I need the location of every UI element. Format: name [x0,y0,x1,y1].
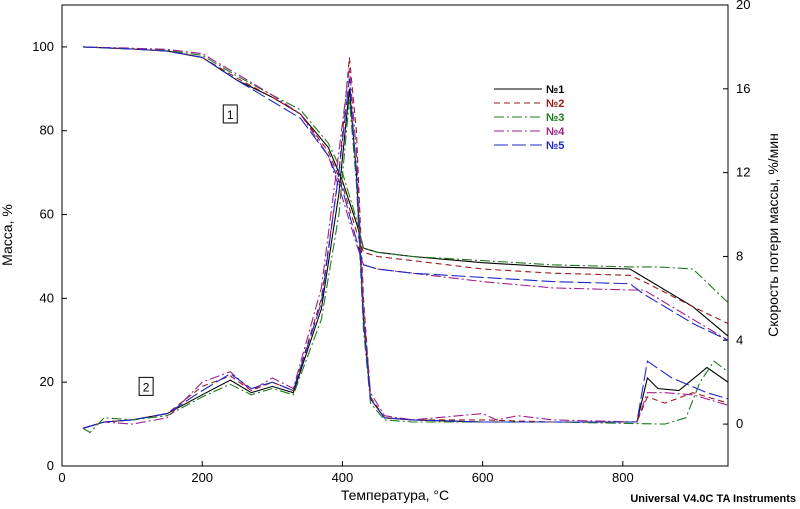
legend-label: №3 [546,112,564,124]
series-3-rate-line [82,99,729,434]
curve-label-text: 1 [227,108,234,122]
x-tick-label: 400 [332,470,354,485]
y-right-tick-label: 20 [736,0,750,12]
y-right-tick-label: 12 [736,165,750,180]
legend-item-3: №3 [494,112,564,124]
curve-label-1: 1 [222,104,238,124]
y-right-tick-label: 0 [736,416,743,431]
curve-label-box [222,104,238,124]
y-right-axis-title: Скорость потери массы, %/мин [765,133,781,337]
series-3-mass-line [82,46,729,303]
y-right-tick-label: 4 [736,332,743,347]
series-5-mass-line [82,46,729,341]
series-5-rate-line [82,78,729,429]
x-tick-label: 200 [191,470,213,485]
y-left-axis-title: Масса, % [0,204,15,266]
y-left-tick-label: 20 [40,374,54,389]
y-left-tick-label: 40 [40,290,54,305]
series-2-rate-line [82,57,729,429]
series-layer [82,46,729,434]
x-axis-title: Температура, °C [341,487,449,503]
y-left-tick-label: 0 [47,458,54,473]
legend-item-5: №5 [494,140,564,152]
curve-label-2: 2 [138,376,154,396]
legend-item-1: №1 [494,84,564,96]
y-left-tick-label: 80 [40,123,54,138]
y-right-tick-label: 8 [736,248,743,263]
x-tick-label: 0 [58,470,65,485]
series-4-rate-line [82,67,729,429]
series-4-mass-line [82,46,729,341]
series-1-mass-line [82,46,729,337]
footer-credit: Universal V4.0C TA Instruments [630,493,796,505]
curve-labels: 12 [138,104,238,396]
legend-label: №1 [546,84,564,96]
curve-label-box [138,376,154,396]
legend-label: №4 [546,126,565,138]
series-1-rate-line [82,88,729,429]
legend: №1 №2 №3 №4 №5 [494,84,565,152]
legend-label: №5 [546,140,564,152]
y-left-tick-label: 100 [32,39,54,54]
x-tick-label: 800 [612,470,634,485]
y-left-tick-label: 60 [40,207,54,222]
series-2-mass-line [82,46,729,324]
legend-item-4: №4 [494,126,565,138]
y-right-tick-label: 16 [736,81,750,96]
curve-label-text: 2 [143,380,150,394]
x-tick-label: 600 [472,470,494,485]
plot-frame [61,4,729,467]
legend-label: №2 [546,98,564,110]
legend-item-2: №2 [494,98,564,110]
